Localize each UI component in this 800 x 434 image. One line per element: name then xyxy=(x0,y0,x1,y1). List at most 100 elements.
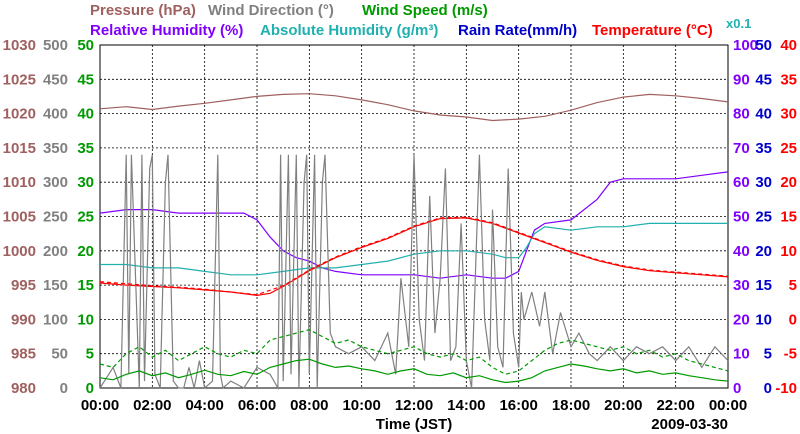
x-tick-label: 16:00 xyxy=(499,397,537,414)
tick-label-wind_dir: 50 xyxy=(51,346,68,363)
x-tick-label: 00:00 xyxy=(81,397,119,414)
tick-label-pressure: 1030 xyxy=(3,37,36,54)
legend-absolute-humidity: Absolute Humidity (g/m³) xyxy=(260,22,438,39)
x-tick-label: 06:00 xyxy=(238,397,276,414)
tick-label-rain: 45 xyxy=(755,71,772,88)
tick-label-rain: 50 xyxy=(755,37,772,54)
tick-label-rain: 15 xyxy=(755,277,772,294)
tick-label-temp: 30 xyxy=(780,106,797,123)
axis-relative-humidity: 0 10 20 30 40 50 60 70 80 90 100 xyxy=(733,37,758,397)
axis-wind-direction: 0 50 100 150 200 250 300 350 400 450 500 xyxy=(43,37,68,397)
tick-label-pressure: 995 xyxy=(11,277,36,294)
legend-temperature: Temperature (°C) xyxy=(592,22,713,39)
tick-label-pressure: 1005 xyxy=(3,209,36,226)
tick-label-rh: 60 xyxy=(733,174,750,191)
tick-label-rh: 90 xyxy=(733,71,750,88)
tick-label-temp: 5 xyxy=(789,277,797,294)
plot-frame xyxy=(99,44,729,389)
tick-label-rh: 40 xyxy=(733,243,750,260)
tick-label-wind_dir: 200 xyxy=(43,243,68,260)
axis-wind-speed: 0 5 10 15 20 25 30 35 40 45 50 xyxy=(77,37,94,397)
legend-wind-direction: Wind Direction (°) xyxy=(208,2,334,19)
legend-wind-speed: Wind Speed (m/s) xyxy=(362,2,488,19)
x-tick-label: 14:00 xyxy=(447,397,485,414)
legend-rain-rate: Rain Rate(mm/h) xyxy=(458,22,577,39)
tick-label-pressure: 985 xyxy=(11,346,36,363)
tick-label-wind_dir: 0 xyxy=(60,380,68,397)
x-tick-label: 04:00 xyxy=(185,397,223,414)
x-tick-label: 20:00 xyxy=(604,397,642,414)
tick-label-pressure: 990 xyxy=(11,311,36,328)
tick-label-wind_speed: 40 xyxy=(77,106,94,123)
axis-pressure: 980 985 990 995 1000 1005 1010 1015 1020 1025 1030 xyxy=(3,37,36,397)
legend-relative-humidity: Relative Humidity (%) xyxy=(90,22,243,39)
tick-label-wind_dir: 500 xyxy=(43,37,68,54)
tick-label-temp: -10 xyxy=(775,380,797,397)
tick-label-rain: 35 xyxy=(755,140,772,157)
tick-label-wind_dir: 350 xyxy=(43,140,68,157)
x-tick-label: 10:00 xyxy=(342,397,380,414)
tick-label-temp: 10 xyxy=(780,243,797,260)
tick-label-rh: 50 xyxy=(733,209,750,226)
series-line-6 xyxy=(99,329,729,375)
tick-label-wind_dir: 250 xyxy=(43,209,68,226)
tick-label-pressure: 1000 xyxy=(3,243,36,260)
tick-label-wind_speed: 10 xyxy=(77,311,94,328)
x-tick-label: 02:00 xyxy=(133,397,171,414)
tick-label-wind_dir: 150 xyxy=(43,277,68,294)
tick-label-wind_dir: 100 xyxy=(43,311,68,328)
tick-label-rh: 20 xyxy=(733,311,750,328)
x-tick-label: 12:00 xyxy=(395,397,433,414)
tick-label-rain: 5 xyxy=(764,346,772,363)
tick-label-rain: 25 xyxy=(755,209,772,226)
tick-label-wind_speed: 5 xyxy=(86,346,94,363)
series-line-3 xyxy=(99,217,729,297)
tick-label-wind_dir: 300 xyxy=(43,174,68,191)
tick-label-rh: 70 xyxy=(733,140,750,157)
tick-label-wind_dir: 450 xyxy=(43,71,68,88)
tick-label-pressure: 1025 xyxy=(3,71,36,88)
legend-scale-note: x0.1 xyxy=(726,16,751,31)
tick-label-temp: 40 xyxy=(780,37,797,54)
tick-label-pressure: 1020 xyxy=(3,106,36,123)
tick-label-wind_speed: 35 xyxy=(77,140,94,157)
date-label: 2009-03-30 xyxy=(651,416,728,433)
tick-label-pressure: 1010 xyxy=(3,174,36,191)
series-group xyxy=(99,93,729,391)
tick-label-rh: 30 xyxy=(733,277,750,294)
tick-label-wind_speed: 50 xyxy=(77,37,94,54)
tick-label-wind_dir: 400 xyxy=(43,106,68,123)
series-line-2 xyxy=(100,222,728,276)
tick-label-temp: 0 xyxy=(789,311,797,328)
tick-label-rain: 30 xyxy=(755,174,772,191)
tick-label-pressure: 980 xyxy=(11,380,36,397)
tick-label-rain: 20 xyxy=(755,243,772,260)
grid xyxy=(100,45,728,388)
series-line-0 xyxy=(99,93,729,122)
x-tick-label: 08:00 xyxy=(290,397,328,414)
x-tick-label: 22:00 xyxy=(656,397,694,414)
series-line-1 xyxy=(99,171,729,279)
axis-rain-rate: 0 5 10 15 20 25 30 35 40 45 50 xyxy=(755,37,772,397)
tick-label-rh: 80 xyxy=(733,106,750,123)
series-line-5 xyxy=(99,358,729,384)
tick-label-pressure: 1015 xyxy=(3,140,36,157)
x-tick-label: 00:00 xyxy=(709,397,747,414)
tick-label-wind_speed: 30 xyxy=(77,174,94,191)
axis-time: 00:00 02:00 04:00 06:00 08:00 10:00 12:00 14:00… xyxy=(81,397,747,414)
series-line-7 xyxy=(99,216,729,296)
tick-label-rh: 10 xyxy=(733,346,750,363)
tick-label-temp: 15 xyxy=(780,209,797,226)
tick-label-rh: 0 xyxy=(733,380,741,397)
tick-label-rh: 100 xyxy=(733,37,758,54)
x-axis-label: Time (JST) xyxy=(376,416,452,433)
tick-label-rain: 40 xyxy=(755,106,772,123)
tick-label-wind_speed: 15 xyxy=(77,277,94,294)
tick-label-wind_speed: 0 xyxy=(86,380,94,397)
tick-label-temp: 35 xyxy=(780,71,797,88)
tick-label-wind_speed: 45 xyxy=(77,71,94,88)
legend-pressure: Pressure (hPa) xyxy=(90,2,196,19)
tick-label-temp: 20 xyxy=(780,174,797,191)
x-tick-label: 18:00 xyxy=(552,397,590,414)
